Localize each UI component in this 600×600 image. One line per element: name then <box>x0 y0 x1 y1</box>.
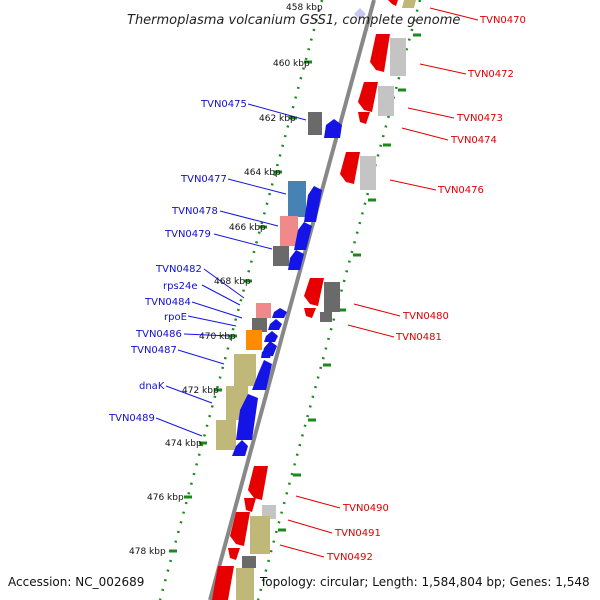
gene-arrow-rps24e[interactable] <box>268 319 282 330</box>
gene-label-rps24e[interactable]: rps24e <box>163 281 198 292</box>
gene-label-tvn0492[interactable]: TVN0492 <box>326 552 373 563</box>
gene-block-tvn0482[interactable] <box>256 303 271 318</box>
gene-arrow-top-khaki <box>402 0 416 8</box>
gene-label-tvn0472[interactable]: TVN0472 <box>467 69 514 80</box>
scale-label-458: 458 kbp <box>286 3 323 13</box>
gene-arrow-tvn0476[interactable] <box>340 152 360 184</box>
gene-label-rpoe[interactable]: rpoE <box>164 312 187 323</box>
gene-block-tvn0491[interactable] <box>250 516 270 554</box>
gene-arrow-dnak[interactable] <box>236 394 258 440</box>
gene-arrow-tvn0473[interactable] <box>358 82 378 112</box>
scale-label-464: 464 kbp <box>244 168 281 178</box>
topology-label: Topology: circular; Length: 1,584,804 bp… <box>259 575 590 589</box>
gene-label-tvn0479[interactable]: TVN0479 <box>164 229 211 240</box>
gene-arrow-tvn0492[interactable] <box>228 548 240 560</box>
leader-lines-right <box>279 7 479 558</box>
gene-label-tvn0486[interactable]: TVN0486 <box>135 329 182 340</box>
gene-block-tvn0473[interactable] <box>378 86 394 116</box>
scale-line-left <box>158 0 324 600</box>
gene-label-tvn0481[interactable]: TVN0481 <box>395 332 442 343</box>
gene-arrow-tvn0487[interactable] <box>252 360 272 390</box>
leader-lines-left <box>155 103 307 437</box>
reverse-genes <box>212 34 406 600</box>
gene-block-tvn0476[interactable] <box>360 156 376 190</box>
scale-label-468: 468 kbp <box>214 277 251 287</box>
gene-block-tvn0478[interactable] <box>280 216 298 246</box>
gene-label-tvn0487[interactable]: TVN0487 <box>130 345 177 356</box>
map-title: Thermoplasma volcanium GSS1, complete ge… <box>127 13 460 28</box>
gene-marker-top <box>354 8 366 20</box>
gene-arrow-tvn0482[interactable] <box>272 308 287 318</box>
genome-backbone <box>208 0 376 600</box>
gene-label-tvn0473[interactable]: TVN0473 <box>456 113 503 124</box>
gene-label-dnak[interactable]: dnaK <box>139 381 165 392</box>
gene-label-tvn0491[interactable]: TVN0491 <box>334 528 381 539</box>
gene-block-tvn0481[interactable] <box>320 312 332 322</box>
gene-arrow-top-red <box>388 0 398 6</box>
gene-arrow-tvn0484[interactable] <box>264 331 278 342</box>
gene-arrow-tvn0477[interactable] <box>304 186 322 222</box>
scale-label-472: 472 kbp <box>182 386 219 396</box>
gene-arrow-tvn0474[interactable] <box>358 112 370 124</box>
gene-block-bottom-1 <box>236 568 254 600</box>
forward-genes <box>216 112 342 456</box>
gene-arrow-tvn0480[interactable] <box>304 278 324 306</box>
gene-block-tvn0480[interactable] <box>324 282 340 312</box>
gene-arrow-tvn0475[interactable] <box>324 119 342 138</box>
gene-block-tvn0475[interactable] <box>308 112 322 135</box>
gene-arrow-tvn0479[interactable] <box>288 250 304 270</box>
gene-arrow-tvn0489[interactable] <box>232 440 248 456</box>
scale-label-478: 478 kbp <box>129 547 166 557</box>
gene-arrow-tvn0491[interactable] <box>230 512 250 546</box>
gene-arrow-tvn0486[interactable] <box>261 348 272 358</box>
gene-arrow-tvn0472[interactable] <box>370 34 390 72</box>
gene-label-tvn0478[interactable]: TVN0478 <box>171 206 218 217</box>
gene-label-tvn0490[interactable]: TVN0490 <box>342 503 389 514</box>
gene-label-tvn0475[interactable]: TVN0475 <box>200 99 247 110</box>
scale-label-466: 466 kbp <box>229 223 266 233</box>
scale-label-470: 470 kbp <box>199 332 236 342</box>
gene-block-rps24e[interactable] <box>252 318 267 332</box>
gene-block-tvn0492[interactable] <box>242 556 256 568</box>
accession-label: Accession: NC_002689 <box>8 575 144 589</box>
gene-arrow-tvn0490[interactable] <box>248 466 268 500</box>
gene-block-tvn0472[interactable] <box>390 38 406 76</box>
gene-label-tvn0477[interactable]: TVN0477 <box>180 174 227 185</box>
scale-label-474: 474 kbp <box>165 439 202 449</box>
gene-arrow-bottom-1 <box>212 566 234 600</box>
scale-label-476: 476 kbp <box>147 493 184 503</box>
gene-block-rpoE[interactable] <box>246 330 262 350</box>
gene-label-tvn0489[interactable]: TVN0489 <box>108 413 155 424</box>
gene-block-tvn0479[interactable] <box>273 246 289 266</box>
gene-arrow-tvn0490b[interactable] <box>244 498 256 512</box>
gene-arrow-tvn0478[interactable] <box>294 222 312 250</box>
gene-label-tvn0482[interactable]: TVN0482 <box>155 264 202 275</box>
gene-arrow-tvn0481[interactable] <box>304 308 316 318</box>
gene-label-tvn0484[interactable]: TVN0484 <box>144 297 191 308</box>
scale-ticks-right <box>278 33 421 532</box>
gene-label-tvn0480[interactable]: TVN0480 <box>402 311 449 322</box>
gene-block-tvn0487[interactable] <box>234 354 256 386</box>
scale-label-462: 462 kbp <box>259 114 296 124</box>
scale-label-460: 460 kbp <box>273 59 310 69</box>
gene-label-tvn0470[interactable]: TVN0470 <box>479 15 526 26</box>
scale-ticks-left <box>169 60 312 553</box>
gene-block-tvn0490[interactable] <box>262 505 276 519</box>
gene-block-tvn0477[interactable] <box>288 181 306 217</box>
gene-label-tvn0476[interactable]: TVN0476 <box>437 185 484 196</box>
gene-label-tvn0474[interactable]: TVN0474 <box>450 135 497 146</box>
gene-block-tvn0489[interactable] <box>216 420 236 450</box>
